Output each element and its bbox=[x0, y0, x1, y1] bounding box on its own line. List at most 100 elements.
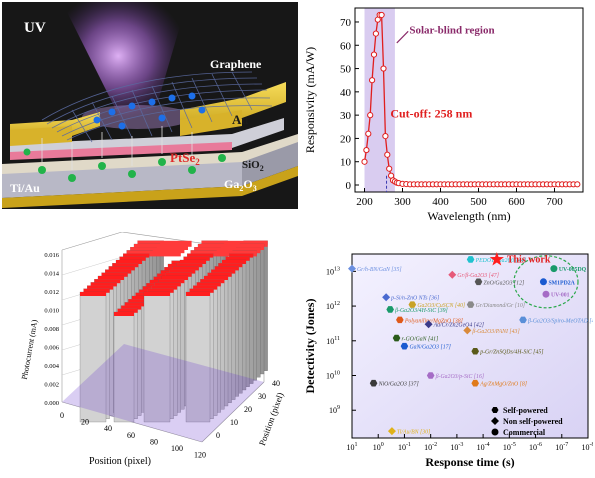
region-arrow bbox=[396, 30, 409, 44]
ga2o3-label: Ga2O3 bbox=[224, 177, 257, 193]
responsivity-point bbox=[382, 133, 389, 140]
data-point-star bbox=[489, 251, 504, 266]
y-tick-label: 30 bbox=[340, 110, 352, 122]
surface-connector bbox=[198, 244, 264, 250]
y-tick-label: 10 bbox=[230, 418, 238, 427]
data-point-hexagon bbox=[408, 301, 417, 308]
y-tick-label: 0 bbox=[346, 180, 352, 192]
data-point-label: Gr/h-BN/GaN [35] bbox=[357, 267, 402, 273]
tiau-label: Ti/Au bbox=[10, 181, 40, 195]
x-tick-label: 40 bbox=[104, 424, 112, 433]
data-point-label: UV-001 bbox=[551, 293, 570, 299]
responsivity-point bbox=[380, 65, 387, 72]
y-tick-label: 20 bbox=[340, 133, 352, 145]
responsivity-line bbox=[363, 14, 578, 185]
z-tick-label: 0.008 bbox=[44, 326, 59, 333]
uv-beam bbox=[62, 2, 187, 122]
grid-line bbox=[61, 256, 123, 276]
surface-peak bbox=[147, 288, 174, 293]
comparison-chart: 101 100 10-1 10-2 10-3 10-4 10-5 10-6 10-7 10-8 10… bbox=[303, 251, 594, 469]
surface-peak bbox=[183, 256, 210, 261]
photocurrent-3d-map: 0 20 40 60 80 100 120 0 10 20 30 40 0.000 0.002 0.004 0… bbox=[20, 232, 285, 467]
surface-floor bbox=[62, 344, 264, 442]
data-point-hexagon bbox=[466, 301, 475, 308]
x-tick-label: 20 bbox=[81, 418, 89, 427]
responsivity-point bbox=[369, 77, 376, 84]
graphene-label: Graphene bbox=[210, 57, 262, 71]
y-axis-label: Responsivity (mA/W) bbox=[303, 47, 317, 153]
responsivity-chart-panel: 200 300 400 500 600 700 0 10 20 30 40 50 60 70 Solar-… bbox=[300, 2, 593, 226]
surface-ridge-slice bbox=[185, 291, 211, 423]
responsivity-point bbox=[574, 181, 581, 188]
y-tick-label: 0 bbox=[216, 431, 220, 440]
x-tick-label: 0 bbox=[60, 411, 64, 420]
x-axis-label: Wavelength (nm) bbox=[427, 209, 510, 223]
x-tick-label: 101 bbox=[347, 442, 358, 452]
surface-peak bbox=[158, 279, 185, 284]
responsivity-point bbox=[370, 51, 378, 58]
legend: Self-powered Non self-powered Commercial bbox=[491, 406, 563, 437]
surface-peak bbox=[229, 253, 254, 258]
surface-peak bbox=[108, 266, 135, 271]
z-axis-label: Photocurrent (mA) bbox=[20, 319, 39, 381]
surface-peak bbox=[132, 296, 152, 300]
surface-peak bbox=[123, 253, 150, 258]
y-tick-label: 1012 bbox=[326, 301, 340, 311]
responsivity-point bbox=[378, 11, 385, 19]
z-tick-label: 0.004 bbox=[44, 363, 59, 370]
surface-peak bbox=[172, 266, 199, 271]
x-tick-label: 600 bbox=[508, 196, 525, 208]
x-axis-label: Position (pixel) bbox=[89, 456, 151, 467]
data-point-label: β-Ga2O3/Spiro-MeOTAD [46] bbox=[527, 317, 593, 324]
data-point-label: Ga2O3/CuSCN [40] bbox=[417, 302, 465, 309]
z-tick-label: 0.000 bbox=[44, 400, 59, 407]
surface-peak bbox=[222, 260, 246, 264]
x-tick-label: 10-8 bbox=[582, 442, 594, 452]
surface-peak bbox=[180, 260, 206, 264]
data-point-hexagon bbox=[369, 379, 378, 387]
cutoff-label: Cut-off: 258 nm bbox=[390, 106, 472, 120]
x-tick-label: 100 bbox=[171, 444, 183, 453]
legend-hexagon-icon bbox=[491, 406, 499, 414]
y-tick-label: 1011 bbox=[326, 336, 340, 346]
x-tick-label: 10-5 bbox=[503, 442, 516, 452]
y-tick-label: 1013 bbox=[326, 266, 340, 276]
legend-self-powered: Self-powered bbox=[503, 406, 548, 415]
plot-background bbox=[352, 254, 588, 438]
tiau-layer bbox=[2, 166, 298, 208]
surface-peak bbox=[176, 263, 203, 268]
solar-blind-label: Solar-blind region bbox=[409, 25, 494, 37]
surface-connector bbox=[201, 240, 268, 247]
comparison-chart-panel: 101 100 10-1 10-2 10-3 10-4 10-5 10-6 10-7 10-8 10… bbox=[300, 238, 593, 476]
x-tick-label: 500 bbox=[470, 196, 487, 208]
data-point-hexagon bbox=[400, 342, 409, 350]
surface-ridge-slice bbox=[143, 291, 171, 423]
surface-peak bbox=[211, 269, 236, 274]
surface-peak bbox=[196, 282, 221, 287]
surface-peak bbox=[187, 253, 214, 258]
responsivity-point bbox=[372, 30, 380, 37]
plot-frame bbox=[351, 253, 589, 439]
x-tick-label: 200 bbox=[356, 196, 373, 208]
surface-peak bbox=[112, 263, 139, 268]
responsivity-point bbox=[365, 130, 372, 137]
z-tick-label: 0.002 bbox=[44, 382, 59, 389]
surface-connector bbox=[137, 240, 192, 247]
data-point-diamond bbox=[448, 270, 457, 279]
photocurrent-map-panel: 0 20 40 60 80 100 120 0 10 20 30 40 0.000 0.002 0.004 0… bbox=[2, 232, 298, 476]
x-tick-label: 120 bbox=[194, 451, 206, 460]
surface-connector bbox=[190, 250, 257, 257]
x-tick-label: 10-1 bbox=[398, 442, 411, 452]
legend-circle-icon bbox=[491, 428, 499, 436]
data-point-label: ZnO/Ga2O3 [12] bbox=[483, 280, 524, 286]
data-point-label: r-GO/GaN [41] bbox=[402, 336, 439, 343]
data-point-diamond bbox=[382, 293, 391, 302]
hole-carriers bbox=[23, 148, 226, 182]
surface-peak bbox=[119, 256, 146, 261]
legend-non-self-powered: Non self-powered bbox=[503, 417, 563, 426]
surface-peak bbox=[101, 272, 128, 277]
y-axis-label: Detectivity (Jones) bbox=[303, 299, 317, 394]
x-tick-label: 100 bbox=[373, 442, 384, 452]
z-tick-label: 0.010 bbox=[44, 308, 59, 315]
y-tick-label: 70 bbox=[340, 17, 352, 29]
